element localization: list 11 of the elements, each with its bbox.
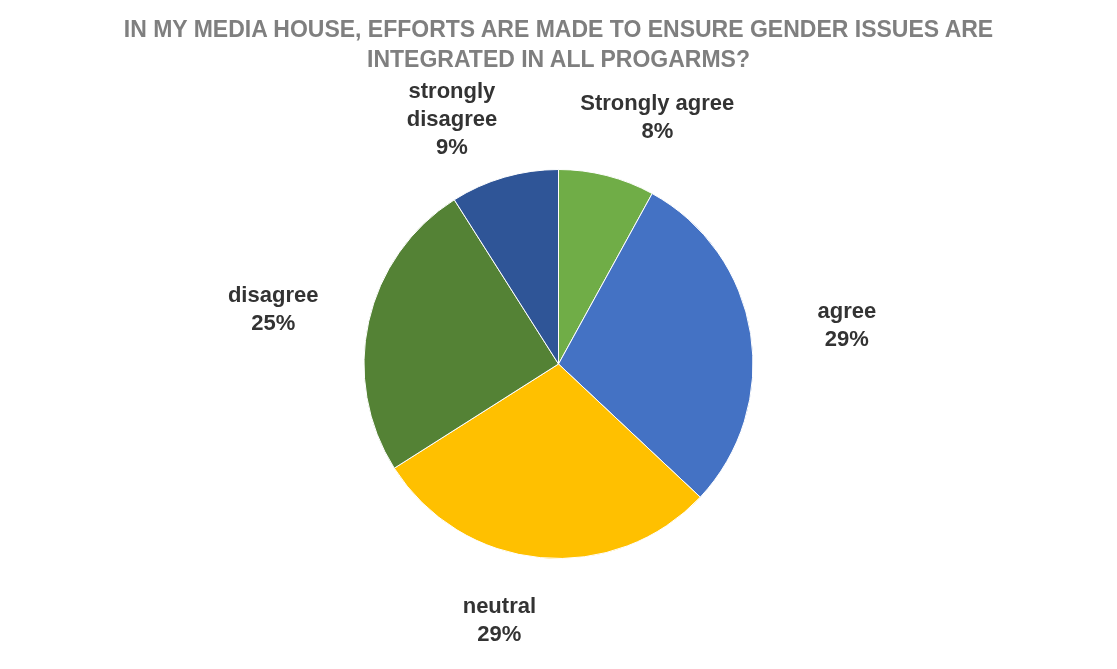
- slice-label: disagree: [227, 282, 319, 308]
- slice-label: agree: [817, 297, 877, 323]
- slice-label: Strongly agree: [580, 89, 735, 115]
- data-label: 9%: [436, 133, 468, 159]
- slice-label: strongly disagree: [406, 77, 498, 131]
- slice-label: neutral: [462, 593, 537, 619]
- data-label: 25%: [251, 310, 296, 336]
- chart-title: IN MY MEDIA HOUSE, EFFORTS ARE MADE TO ENSURE GENDER ISSUES ARE INTEGRATED IN ALL PROGARMS?: [122, 15, 995, 74]
- data-label: 29%: [477, 621, 522, 647]
- data-label: 29%: [824, 325, 869, 351]
- data-label: 8%: [641, 117, 674, 143]
